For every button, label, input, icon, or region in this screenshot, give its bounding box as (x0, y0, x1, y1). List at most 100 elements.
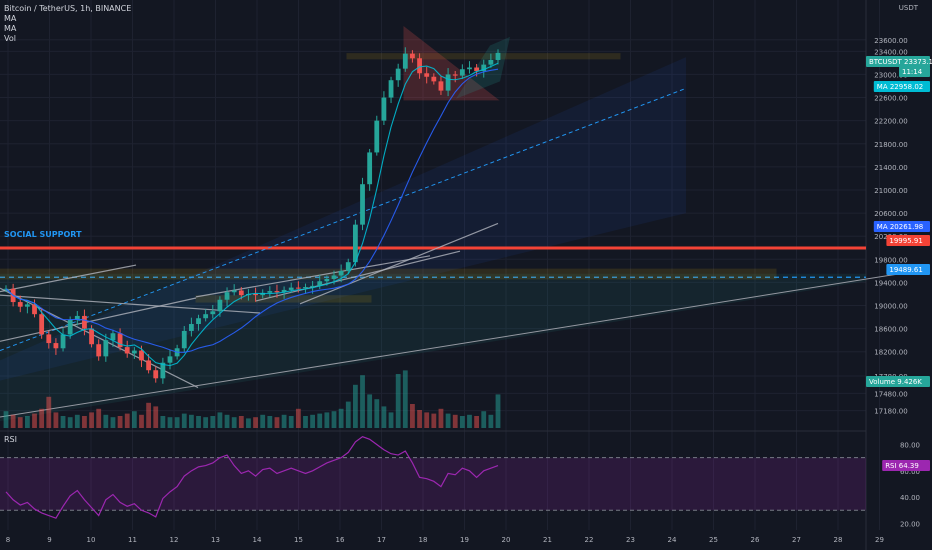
candle-body (303, 287, 308, 289)
volume-bar (17, 417, 23, 428)
candle-body (459, 69, 465, 76)
volume-bar (224, 414, 230, 428)
ma-indicator-1[interactable]: MA (4, 14, 17, 23)
social-support-label: SOCIAL SUPPORT (4, 230, 82, 239)
price-tag-bg (873, 81, 930, 92)
candle-body (24, 304, 30, 307)
rsi-line (5, 435, 499, 519)
volume-bar (381, 406, 387, 428)
price-tag-bg (882, 460, 930, 471)
price-tick-label: 23400.00 (874, 48, 907, 56)
price-tick-label: 20600.00 (874, 210, 907, 218)
trendline (0, 294, 261, 314)
time-tick-label: 10 (87, 536, 96, 544)
time-tick-label: 17 (377, 536, 386, 544)
candle-body (60, 334, 66, 349)
trendline (299, 222, 499, 305)
price-tick-label: 21000.00 (874, 187, 907, 195)
candle-body (203, 314, 209, 319)
candle-body (217, 299, 223, 312)
price-tag-bg (866, 376, 930, 387)
lower-trendline (0, 273, 897, 418)
candle-body (196, 318, 201, 325)
price-tag-label: 19995.91 (889, 237, 922, 245)
volume-bar (288, 416, 294, 428)
volume-bar (303, 416, 308, 428)
candle-body (267, 291, 273, 293)
volume-indicator[interactable]: Vol (4, 34, 16, 43)
volume-bar (160, 416, 166, 428)
price-tick-label: 21800.00 (874, 141, 907, 149)
symbol-title: Bitcoin / TetherUS, 1h, BINANCE (4, 4, 132, 13)
time-tick-label: 20 (502, 536, 511, 544)
candle-body (139, 350, 144, 361)
volume-bar (181, 413, 187, 428)
price-tick-label: 18200.00 (874, 349, 907, 357)
candle-body (417, 58, 422, 74)
candle-body (395, 68, 401, 81)
volume-bar (338, 408, 344, 428)
price-tick-label: 18600.00 (874, 326, 907, 334)
trendline (0, 297, 197, 342)
rsi-tick-label: 20.00 (900, 520, 920, 528)
volume-bar (445, 413, 451, 428)
volume-bar (424, 412, 430, 428)
volume-bar (217, 412, 223, 428)
moving-averages (5, 62, 499, 367)
price-tick-label: 22200.00 (874, 118, 907, 126)
currency-label: USDT (899, 4, 919, 12)
candle-body (224, 292, 230, 300)
channel-zone (0, 57, 686, 381)
time-tick-label: 19 (460, 536, 469, 544)
candle-body (82, 315, 87, 329)
volume-bar (395, 374, 401, 428)
volume-bar (352, 384, 358, 428)
volume-bar (203, 417, 209, 428)
volume-bar (231, 417, 237, 428)
candlesticks (3, 47, 501, 384)
consolidation-box (195, 295, 372, 303)
volume-bar (74, 414, 80, 428)
candle-body (402, 53, 408, 69)
volume-bar (317, 413, 323, 428)
candle-body (281, 289, 287, 293)
candle-body (153, 370, 159, 379)
price-tags: BTCUSDT 23373.11 11:14 MA 22958.02 MA 20261… (866, 56, 932, 471)
volume-bar (139, 414, 144, 428)
candle-body (238, 290, 244, 296)
volume-bar (24, 416, 30, 428)
volume-bar (374, 399, 380, 428)
candle-body (274, 291, 280, 293)
volume-bar (402, 370, 408, 428)
time-tick-label: 9 (47, 536, 51, 544)
trendline (0, 264, 137, 293)
candle-body (467, 67, 472, 70)
time-tick-label: 21 (543, 536, 552, 544)
time-tick-label: 25 (709, 536, 718, 544)
ma-indicator-2[interactable]: MA (4, 24, 17, 33)
volume-bar (246, 418, 251, 428)
candle-body (374, 120, 380, 153)
volume-bar (495, 394, 501, 428)
time-tick-label: 14 (253, 536, 262, 544)
top-box (346, 53, 621, 60)
time-tick-label: 15 (294, 536, 303, 544)
volume-bar (3, 411, 9, 428)
volume-bar (124, 413, 130, 428)
volume-bar (39, 408, 45, 428)
time-tick-label: 22 (585, 536, 594, 544)
candle-body (288, 287, 294, 290)
price-tick-label: 23000.00 (874, 71, 907, 79)
candle-body (53, 343, 59, 349)
candle-body (181, 330, 187, 349)
price-tag-bg (899, 66, 930, 77)
grid-lines (0, 0, 880, 550)
moving-average-line (5, 68, 499, 353)
time-tick-label: 13 (211, 536, 220, 544)
candle-body (352, 224, 358, 263)
price-tag-label: 19489.61 (889, 266, 922, 274)
time-tick-label: 8 (6, 536, 10, 544)
rsi-tick-label: 60.00 (900, 468, 920, 476)
volume-bar (67, 417, 73, 428)
